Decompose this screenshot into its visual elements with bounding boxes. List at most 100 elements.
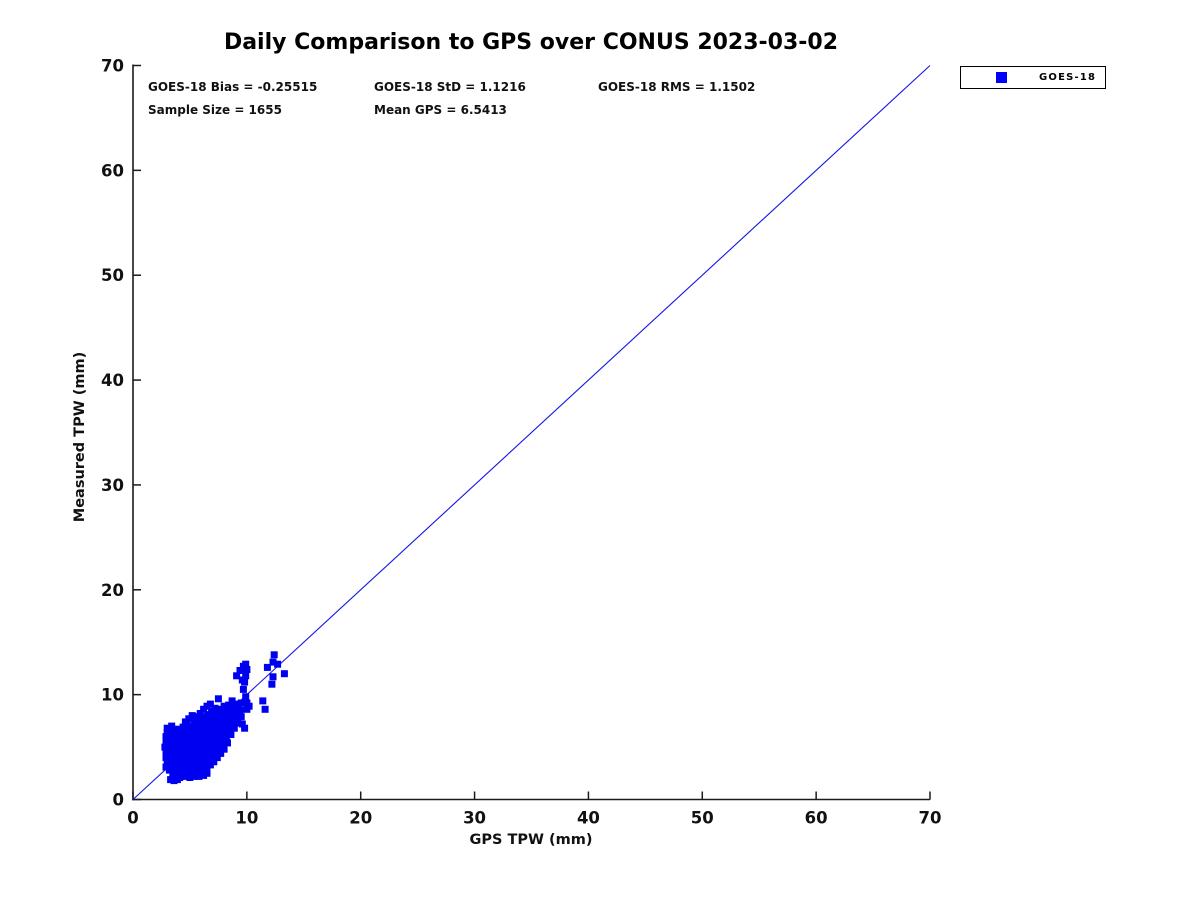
scatter-point [210,758,218,766]
scatter-point [238,720,246,728]
chart-title: Daily Comparison to GPS over CONUS 2023-… [223,30,839,55]
scatter-point [213,754,221,762]
legend-label: GOES-18 [1039,72,1097,83]
scatter-point [242,693,250,701]
stat-bias: GOES-18 Bias = -0.25515 [148,80,318,94]
scatter-point [222,713,230,721]
x-tick-label: 70 [919,809,942,828]
scatter-series-goes-18 [161,651,288,785]
x-tick-label: 50 [691,809,714,828]
scatter-point [216,744,223,752]
scatter-point [181,772,189,780]
scatter-point [210,716,218,724]
scatter-point [274,660,282,668]
stat-mean-gps: Mean GPS = 6.5413 [374,103,507,117]
scatter-point [202,739,210,747]
scatter-point [161,743,169,751]
legend-box: GOES-18 [960,66,1106,89]
scatter-point [230,701,238,709]
scatter-point [214,695,222,703]
y-tick-label: 60 [101,161,124,180]
stat-std: GOES-18 StD = 1.1216 [374,80,526,94]
stat-sample-size: Sample Size = 1655 [148,103,282,117]
scatter-point [220,702,228,710]
scatter-point [263,663,271,671]
y-tick-label: 20 [101,581,124,600]
scatter-point [236,706,244,714]
scatter-point [269,673,277,681]
scatter-point [202,760,210,768]
scatter-point [195,772,203,780]
scatter-point [268,680,276,688]
y-tick-label: 0 [113,791,124,810]
y-axis-label: Measured TPW (mm) [72,351,88,523]
scatter-point [216,723,223,731]
scatter-point [237,713,245,721]
x-tick-label: 40 [577,809,600,828]
scatter-point [220,724,228,732]
scatter-point [220,745,228,753]
x-tick-label: 60 [805,809,828,828]
scatter-point [188,712,196,720]
y-tick-label: 70 [101,57,124,76]
scatter-point [213,712,221,720]
scatter-point [219,719,227,727]
scatter-point [217,728,225,736]
scatter-point [239,685,247,693]
scatter-point [175,726,182,734]
x-axis-label: GPS TPW (mm) [469,832,593,848]
scatter-point [186,774,194,781]
scatter-point [164,756,172,764]
scatter-point [236,667,244,674]
scatter-point [234,719,242,727]
scatter-point [213,733,221,741]
legend-square-marker-icon [996,72,1007,83]
stat-rms: GOES-18 RMS = 1.1502 [598,80,756,94]
scatter-point [168,722,176,730]
scatter-point [224,739,231,747]
scatter-point [219,740,227,748]
scatter-point [226,725,234,733]
scatter-point [203,744,211,752]
scatter-point [196,710,204,717]
scatter-point [203,765,211,773]
scatter-point [173,776,181,784]
scatter-point [238,676,246,684]
scatter-point [203,769,211,777]
scatter-point [212,748,220,756]
x-tick-label: 30 [463,809,486,828]
scatter-point [227,710,235,717]
y-tick-label: 40 [101,371,124,390]
scatter-point [239,662,247,670]
scatter-point [280,670,288,678]
scatter-point [212,727,220,735]
scatter-point [270,651,278,659]
scatter-point [229,719,237,727]
scatter-point [209,753,217,760]
x-tick-label: 20 [349,809,372,828]
scatter-point [203,723,211,731]
scatter-point [209,732,217,739]
scatter-point [227,731,235,738]
scatter-point [233,672,241,680]
scatter-point [237,699,245,707]
scatter-point [241,724,249,732]
scatter-point [269,658,277,666]
y-tick-label: 10 [101,686,124,705]
scatter-point [217,706,225,714]
identity-line [132,65,931,800]
x-tick-label: 10 [235,809,258,828]
scatter-point [230,724,238,732]
scatter-point [206,700,214,708]
scatter-point [261,705,269,713]
scatter-point [210,737,218,745]
scatter-point [233,714,241,722]
scatter-point [243,705,251,713]
scatter-point [217,749,225,757]
x-tick-label: 0 [127,809,138,828]
y-tick-label: 30 [101,476,124,495]
scatter-point [242,672,250,680]
scatter-point [228,697,236,705]
